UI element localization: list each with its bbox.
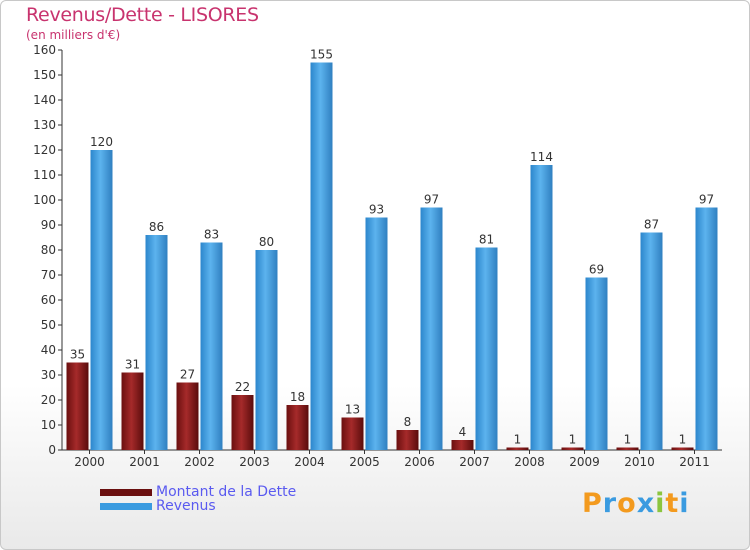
bar-revenue [200,242,223,450]
y-tick-label: 50 [41,318,56,332]
data-label-debt: 1 [679,433,687,447]
x-tick-label: 2008 [514,455,545,469]
data-label-revenue: 97 [424,193,439,207]
data-label-revenue: 81 [479,233,494,247]
logo-letter: P [582,488,603,519]
data-label-debt: 18 [290,390,305,404]
legend-swatch-debt [100,488,152,496]
y-tick-label: 60 [41,293,56,307]
x-tick-label: 2007 [459,455,490,469]
data-label-revenue: 120 [90,135,113,149]
proxiti-logo: Proxiti [582,488,690,519]
data-label-revenue: 83 [204,228,219,242]
bar-debt [616,447,639,450]
legend-item-debt: Montant de la Dette [100,484,297,500]
data-label-debt: 31 [125,358,140,372]
x-tick-label: 2001 [129,455,160,469]
y-tick-label: 160 [33,43,56,57]
bar-revenue [420,207,443,450]
logo-letter: i [679,488,690,519]
bar-debt [561,447,584,450]
x-tick-label: 2003 [239,455,270,469]
data-label-debt: 1 [514,433,522,447]
data-label-revenue: 80 [259,235,274,249]
y-tick-label: 120 [33,143,56,157]
y-tick-label: 0 [48,443,56,457]
legend-item-revenue: Revenus [100,498,296,514]
y-tick-label: 20 [41,393,56,407]
data-label-revenue: 87 [644,218,659,232]
x-tick-label: 2004 [294,455,325,469]
data-label-debt: 1 [624,433,632,447]
x-tick-label: 2011 [679,455,710,469]
legend-label-revenue: Revenus [156,498,216,514]
y-tick-label: 40 [41,343,56,357]
data-label-debt: 13 [345,403,360,417]
x-tick-label: 2000 [74,455,105,469]
bar-revenue [530,165,553,450]
chart-legend: Montant de la Dette Revenus [100,484,297,514]
bar-revenue [365,217,388,450]
y-tick-label: 90 [41,218,56,232]
chart-title: Revenus/Dette - LISORES [26,4,259,26]
data-label-revenue: 97 [699,193,714,207]
data-label-revenue: 114 [530,150,553,164]
data-label-debt: 1 [569,433,577,447]
data-label-revenue: 155 [310,48,333,62]
x-tick-label: 2010 [624,455,655,469]
data-label-revenue: 69 [589,263,604,277]
y-tick-label: 110 [33,168,56,182]
y-tick-label: 30 [41,368,56,382]
y-tick-label: 80 [41,243,56,257]
bar-revenue [310,62,333,450]
bar-revenue [475,247,498,450]
y-tick-label: 100 [33,193,56,207]
bar-revenue [640,232,663,450]
data-label-debt: 22 [235,380,250,394]
data-label-debt: 8 [404,415,412,429]
y-tick-label: 130 [33,118,56,132]
bar-debt [506,447,529,450]
bar-debt [286,405,309,450]
bar-debt [121,372,144,450]
data-label-debt: 4 [459,425,467,439]
y-tick-label: 150 [33,68,56,82]
x-tick-label: 2009 [569,455,600,469]
bar-revenue [145,235,168,450]
logo-letter: r [602,488,618,519]
bar-revenue [695,207,718,450]
x-tick-label: 2002 [184,455,215,469]
data-label-revenue: 93 [369,203,384,217]
logo-letter: x [636,488,656,519]
bar-revenue [585,277,608,450]
data-label-debt: 27 [180,368,195,382]
y-tick-label: 10 [41,418,56,432]
bar-revenue [90,150,113,450]
logo-letter: i [655,488,666,519]
data-label-revenue: 86 [149,220,164,234]
logo-letter: o [617,488,637,519]
data-label-debt: 35 [70,348,85,362]
bar-debt [396,430,419,450]
y-tick-label: 70 [41,268,56,282]
chart-subtitle: (en milliers d'€) [26,28,121,42]
bar-debt [231,395,254,450]
logo-letter: t [665,488,680,519]
y-tick-label: 140 [33,93,56,107]
bar-debt [66,362,89,450]
bar-debt [671,447,694,450]
legend-swatch-revenue [100,502,152,510]
x-tick-label: 2005 [349,455,380,469]
bar-debt [341,417,364,450]
x-tick-label: 2006 [404,455,435,469]
bar-revenue [255,250,278,450]
legend-label-debt: Montant de la Dette [156,484,297,500]
bar-debt [451,440,474,450]
bar-debt [176,382,199,450]
